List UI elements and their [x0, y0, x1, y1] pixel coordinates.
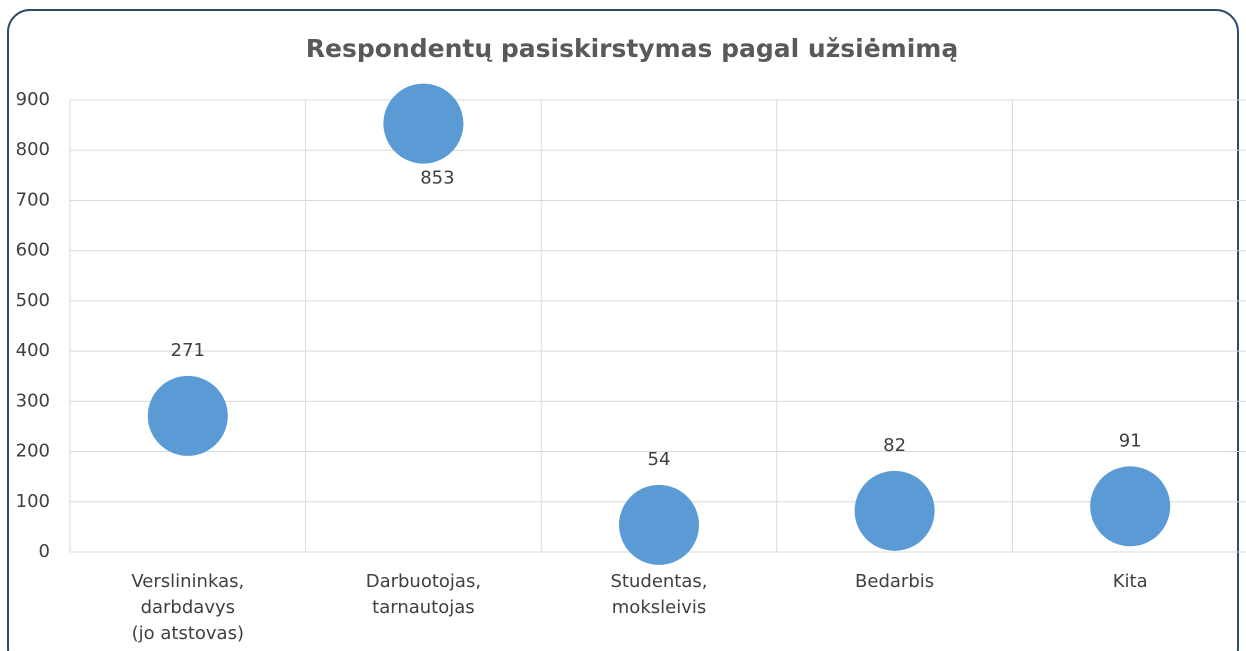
data-label: 271	[171, 340, 205, 361]
y-tick-label: 100	[16, 491, 50, 512]
x-tick-label: Studentas,	[611, 571, 708, 592]
y-tick-label: 400	[16, 340, 50, 361]
x-tick-label: Kita	[1113, 571, 1148, 592]
y-tick-label: 600	[16, 240, 50, 261]
y-tick-label: 200	[16, 441, 50, 462]
bubble	[619, 484, 699, 565]
x-tick-label: tarnautojas	[372, 597, 475, 618]
data-label: 91	[1119, 430, 1142, 451]
y-tick-label: 900	[16, 89, 50, 110]
bubble	[383, 83, 464, 164]
chart-frame	[7, 9, 1239, 651]
y-tick-label: 500	[16, 290, 50, 311]
y-tick-label: 0	[39, 541, 50, 562]
x-tick-label: darbdavys	[141, 597, 235, 618]
bubble	[1090, 466, 1171, 547]
data-label: 82	[883, 435, 906, 456]
x-tick-label: Verslininkas,	[131, 571, 244, 592]
data-label: 853	[420, 168, 454, 189]
y-tick-label: 700	[16, 189, 50, 210]
x-tick-label: (jo atstovas)	[132, 623, 244, 644]
y-tick-label: 800	[16, 139, 50, 160]
bubble	[854, 470, 935, 551]
data-label: 54	[648, 449, 671, 470]
x-tick-label: Darbuotojas,	[366, 571, 481, 592]
x-tick-label: Bedarbis	[855, 571, 934, 592]
bubble	[147, 375, 228, 456]
y-tick-label: 300	[16, 390, 50, 411]
chart-title: Respondentų pasiskirstymas pagal užsiėmi…	[306, 34, 958, 63]
x-tick-label: moksleivis	[612, 597, 706, 618]
